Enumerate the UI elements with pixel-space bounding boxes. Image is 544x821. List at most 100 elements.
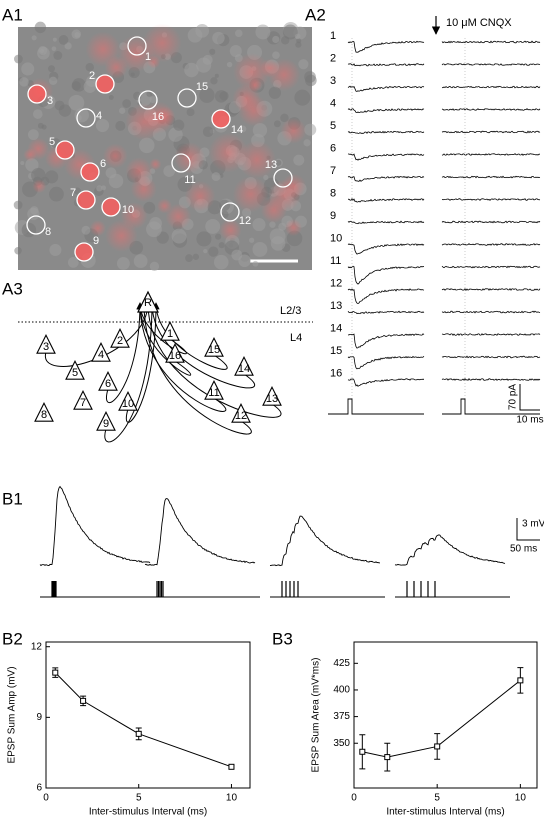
cell-marker [80, 162, 100, 182]
plot-frame [45, 641, 251, 789]
source-cell [34, 401, 54, 422]
cell-marker [211, 109, 231, 129]
source-cell [65, 359, 85, 380]
texture [163, 165, 176, 178]
texture [27, 129, 39, 141]
texture [101, 185, 107, 191]
red-signal [27, 137, 50, 160]
epsp-trace [39, 485, 151, 567]
texture [83, 80, 97, 93]
texture [205, 218, 221, 234]
red-signal [219, 218, 242, 242]
cell-label: 11 [184, 174, 195, 186]
texture [255, 24, 271, 40]
source-cell [110, 327, 130, 348]
plot-frame [353, 641, 538, 789]
cell-marker [26, 215, 46, 235]
texture [303, 139, 311, 147]
texture [214, 73, 219, 78]
epsp-trace [394, 534, 506, 566]
trace [347, 355, 425, 370]
trace-label: 15 [330, 345, 342, 357]
source-cell [165, 342, 185, 363]
data-line [362, 679, 521, 758]
texture [108, 173, 124, 189]
texture [58, 104, 72, 117]
scale-bar [519, 384, 540, 411]
texture [293, 154, 305, 166]
texture [208, 246, 219, 257]
trace [441, 175, 541, 179]
trace [441, 355, 541, 359]
trace [347, 265, 425, 285]
texture [146, 91, 153, 97]
texture [25, 158, 39, 172]
trace-label: 2 [330, 52, 336, 64]
drug-label: 10 μM CNQX [446, 17, 512, 29]
trace [347, 40, 425, 53]
y-tick-label: 9 [36, 712, 42, 723]
trace-label: 7 [330, 165, 336, 177]
texture [19, 77, 29, 87]
trace [441, 130, 541, 134]
texture [95, 118, 110, 133]
trace-label: 4 [330, 97, 336, 109]
data-point [517, 677, 524, 684]
texture [196, 57, 212, 73]
texture [13, 200, 23, 210]
texture [48, 65, 55, 73]
source-cell [204, 379, 224, 400]
source-cell [204, 336, 224, 357]
texture [196, 231, 212, 247]
cell-marker [76, 190, 96, 210]
cell-label: 9 [103, 418, 109, 430]
cell-label: 7 [80, 397, 86, 409]
trace [347, 220, 425, 225]
texture [252, 123, 268, 138]
red-signal [280, 117, 307, 144]
texture [298, 59, 309, 70]
red-signal [232, 176, 269, 213]
red-cell [28, 85, 46, 103]
trace [347, 85, 425, 92]
x-axis-label: Inter-stimulus Interval (ms) [89, 807, 207, 818]
data-point [80, 697, 87, 704]
cell-marker [171, 153, 191, 173]
texture [53, 51, 63, 60]
connection [144, 302, 282, 418]
red-signal [284, 218, 303, 237]
red-signal [120, 202, 148, 230]
cell-marker [76, 108, 96, 128]
panel-label: A3 [2, 279, 23, 298]
texture [190, 177, 196, 183]
cell-marker [27, 84, 47, 104]
red-cell [102, 198, 120, 216]
y-tick-label: 375 [333, 711, 350, 722]
texture [295, 41, 302, 48]
red-signal [104, 55, 128, 79]
texture [139, 137, 155, 154]
trace [441, 40, 541, 44]
trace [347, 243, 425, 255]
source-cell [231, 402, 251, 423]
texture [81, 225, 91, 235]
cell-marker [74, 242, 94, 262]
texture [149, 261, 160, 272]
trace [347, 378, 425, 387]
cell-marker [177, 88, 197, 108]
cell-label: 10 [122, 204, 134, 216]
texture [252, 218, 266, 232]
trace [441, 220, 541, 224]
trace [347, 63, 425, 67]
cell-label: 7 [70, 187, 76, 199]
red-cell [77, 191, 95, 209]
panel-label: B1 [2, 489, 23, 508]
texture [21, 62, 35, 76]
texture [48, 76, 58, 86]
data-point [228, 763, 235, 770]
source-cell [36, 333, 56, 354]
source-cell [118, 390, 138, 411]
source-cell [98, 370, 118, 391]
cell-label: 9 [93, 235, 99, 247]
